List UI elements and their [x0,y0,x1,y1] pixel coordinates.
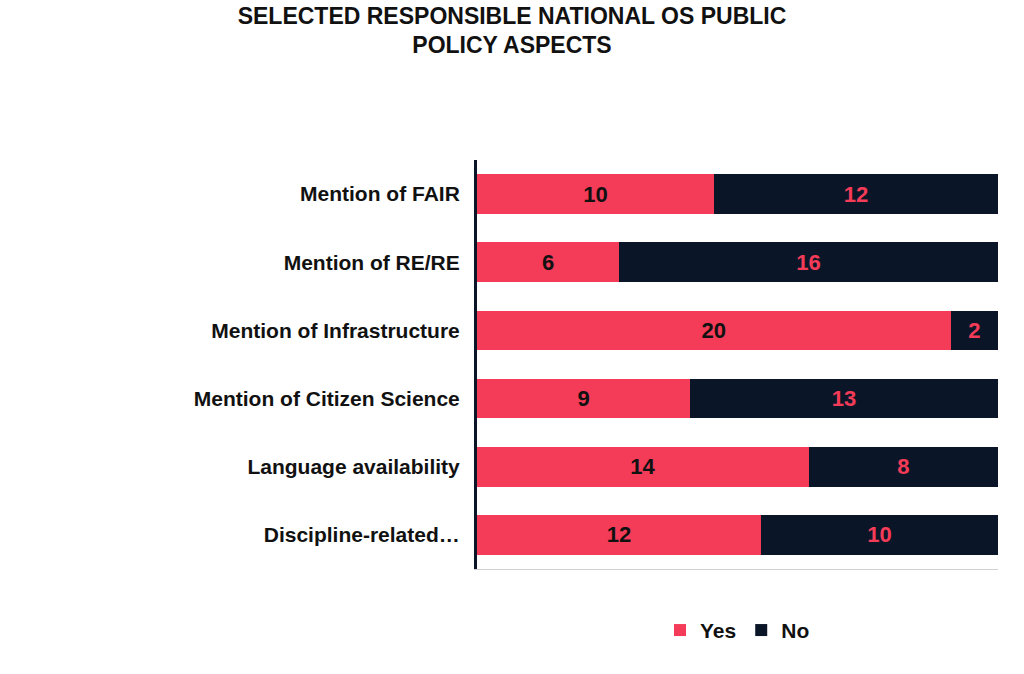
svg-text:12: 12 [844,182,868,207]
svg-text:9: 9 [577,386,589,411]
svg-text:10: 10 [583,182,607,207]
svg-text:Mention of Infrastructure: Mention of Infrastructure [211,319,460,342]
svg-text:16: 16 [796,250,820,275]
svg-text:Discipline-related…: Discipline-related… [264,523,460,546]
svg-text:2: 2 [968,318,980,343]
svg-text:8: 8 [897,454,909,479]
svg-text:Mention of Citizen Science: Mention of Citizen Science [194,387,460,410]
svg-text:Mention of FAIR: Mention of FAIR [300,182,460,205]
svg-text:10: 10 [867,522,891,547]
svg-text:Language availability: Language availability [247,455,460,478]
svg-text:Yes: Yes [700,619,736,642]
svg-text:No: No [781,619,809,642]
svg-text:20: 20 [702,318,726,343]
svg-text:SELECTED RESPONSIBLE NATIONAL: SELECTED RESPONSIBLE NATIONAL OS PUBLICP… [238,3,787,59]
svg-text:6: 6 [542,250,554,275]
svg-text:12: 12 [607,522,631,547]
svg-text:14: 14 [630,454,655,479]
svg-text:13: 13 [832,386,856,411]
svg-text:Mention of RE/RE: Mention of RE/RE [284,251,460,274]
